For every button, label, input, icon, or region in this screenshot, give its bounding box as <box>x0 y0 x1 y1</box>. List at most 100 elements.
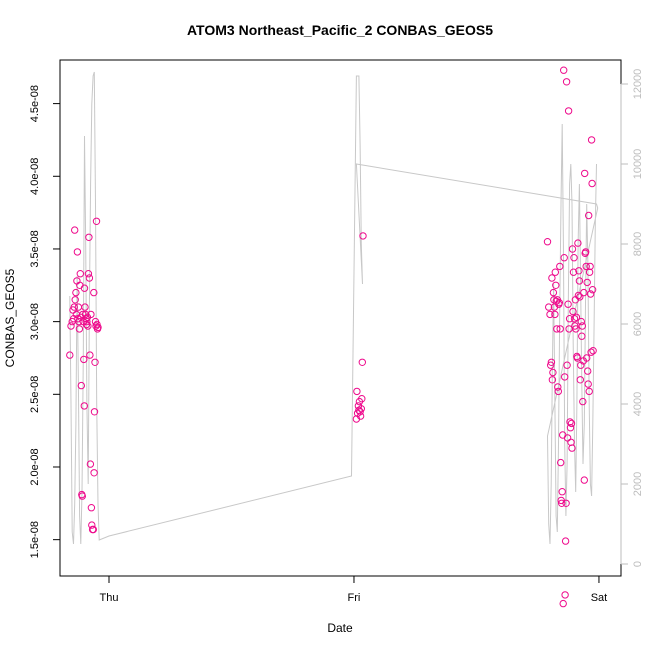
x-tick-label: Thu <box>100 592 119 604</box>
data-point <box>82 315 90 323</box>
y-axis-right: 0 2000 4000 6000 8000 10000 12000 <box>620 69 644 567</box>
data-point <box>569 307 577 316</box>
y-right-tick-label: 10000 <box>632 149 644 180</box>
data-point <box>75 317 83 326</box>
data-point <box>551 268 559 276</box>
data-point <box>357 405 365 413</box>
y-tick-label: 3.5e-08 <box>29 230 41 267</box>
data-point <box>568 245 577 253</box>
line-segment-0 <box>69 71 599 545</box>
data-point <box>84 270 93 278</box>
data-point <box>570 315 579 323</box>
data-point <box>572 313 581 321</box>
data-point <box>562 499 570 507</box>
data-point <box>72 288 80 297</box>
data-point <box>552 281 560 289</box>
y-tick-label: 2.0e-08 <box>29 448 41 485</box>
data-point <box>576 376 584 384</box>
data-point <box>589 347 597 355</box>
data-point <box>585 387 593 396</box>
data-point <box>585 211 593 220</box>
data-point <box>561 373 569 381</box>
y-tick-label: 4.5e-08 <box>29 85 41 122</box>
data-point <box>84 322 92 330</box>
data-point <box>574 239 582 247</box>
data-point <box>88 521 96 529</box>
data-point <box>582 262 590 271</box>
right-axis-line-series <box>69 71 599 545</box>
data-point <box>358 358 366 366</box>
data-point <box>548 274 556 282</box>
y-right-tick-label: 2000 <box>632 472 644 496</box>
data-point <box>561 537 570 545</box>
data-point <box>556 325 564 333</box>
scatter-series <box>66 66 597 608</box>
data-point <box>583 354 591 362</box>
data-point <box>78 492 87 500</box>
x-axis-label: Date <box>327 621 353 635</box>
data-point <box>71 296 79 304</box>
y-tick-label: 1.5e-08 <box>29 521 41 558</box>
data-point <box>577 361 585 369</box>
data-point <box>553 325 561 333</box>
data-point <box>562 78 571 86</box>
y-tick-label: 4.0e-08 <box>29 158 41 195</box>
data-point <box>575 267 583 275</box>
data-point <box>588 179 596 188</box>
data-point <box>584 380 592 388</box>
data-point <box>94 323 102 332</box>
data-point <box>581 169 589 178</box>
data-point <box>566 418 574 426</box>
data-point <box>90 408 99 416</box>
data-point <box>76 270 85 278</box>
data-point <box>80 402 89 410</box>
data-point <box>559 599 567 608</box>
y-right-tick-label: 12000 <box>632 69 644 100</box>
data-point <box>554 383 562 391</box>
data-point <box>572 325 580 333</box>
data-point <box>560 66 568 74</box>
data-point <box>585 268 594 276</box>
data-point <box>87 504 96 512</box>
data-point <box>77 381 86 390</box>
data-point <box>557 458 565 467</box>
data-point <box>356 412 365 420</box>
data-point <box>71 226 79 234</box>
data-point <box>584 367 592 375</box>
data-point <box>549 288 558 297</box>
data-point <box>586 290 595 298</box>
data-point <box>580 476 588 484</box>
x-tick-label: Fri <box>348 592 361 604</box>
x-tick-label: Sat <box>591 592 608 604</box>
data-point <box>80 284 89 292</box>
y-axis-left: 1.5e-08 2.0e-08 2.5e-08 3.0e-08 3.5e-08 4.0e-… <box>29 85 61 558</box>
data-point <box>570 254 578 262</box>
y-right-tick-label: 0 <box>632 561 644 567</box>
y-right-tick-label: 6000 <box>632 312 644 336</box>
data-point <box>569 268 578 276</box>
data-point <box>575 277 584 285</box>
data-point <box>588 286 597 294</box>
data-point <box>583 278 591 287</box>
data-point <box>558 499 566 507</box>
data-point <box>586 262 594 271</box>
data-point <box>83 317 91 326</box>
data-point <box>566 424 575 432</box>
data-point <box>67 322 75 330</box>
data-point <box>86 460 95 468</box>
data-point <box>563 361 571 369</box>
data-point <box>558 488 566 496</box>
y-right-tick-label: 8000 <box>632 232 644 256</box>
data-point <box>74 303 83 311</box>
data-point <box>556 262 564 271</box>
data-point <box>87 310 95 319</box>
data-point <box>564 300 572 308</box>
data-point <box>545 303 553 311</box>
y-axis-label: CONBAS_GEOS5 <box>3 268 17 367</box>
data-point <box>580 288 588 297</box>
data-point <box>81 303 89 311</box>
data-point <box>73 248 82 256</box>
data-point <box>85 233 93 242</box>
data-point <box>576 293 584 301</box>
